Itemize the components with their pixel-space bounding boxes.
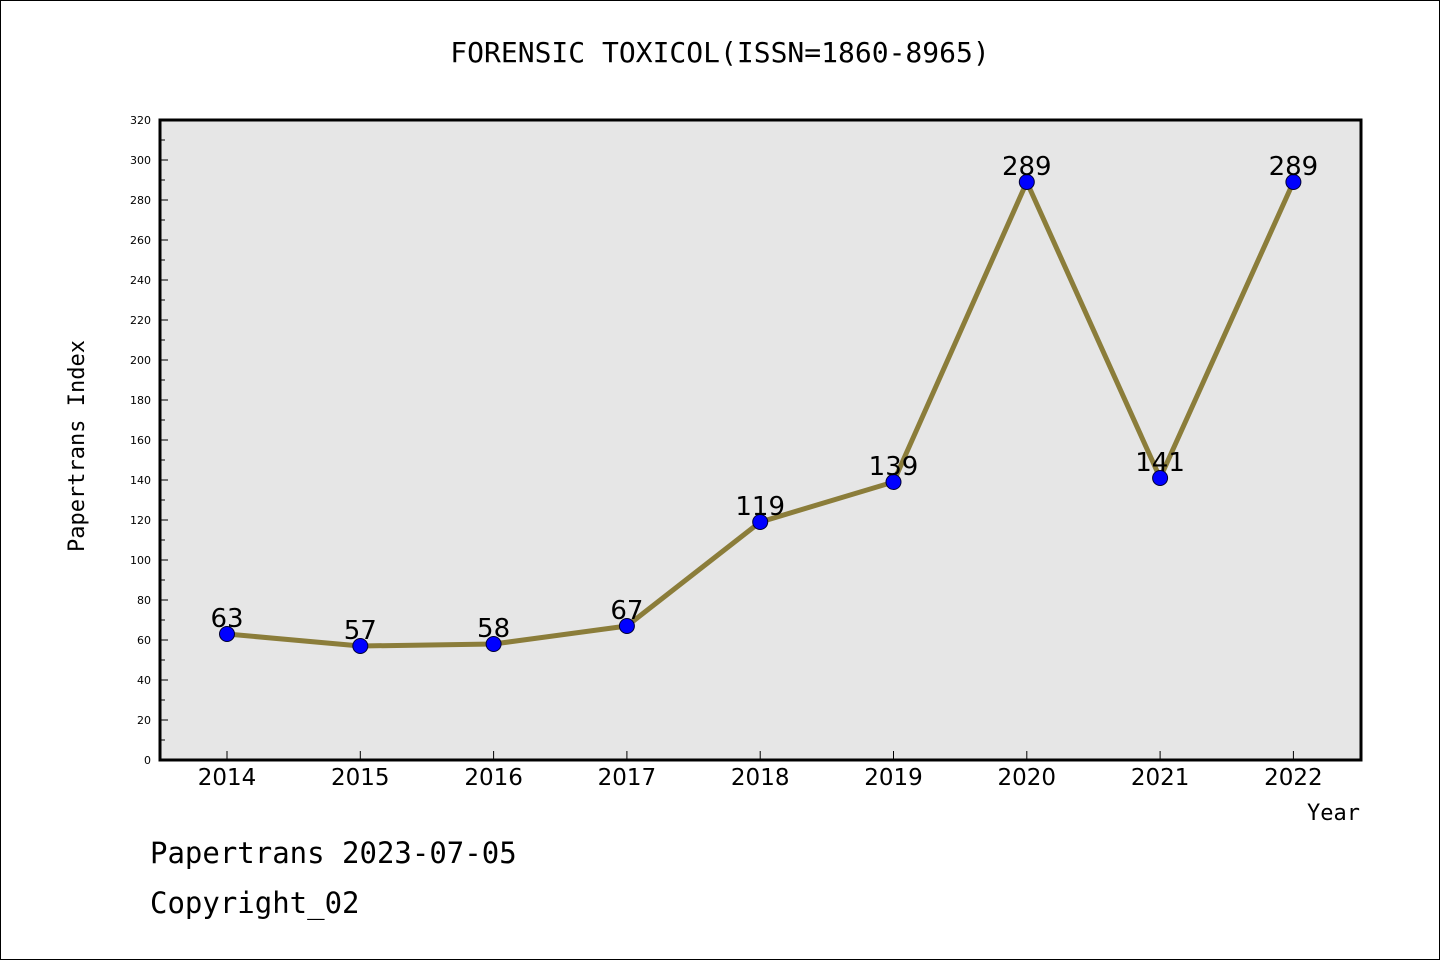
- x-tick-label: 2018: [731, 765, 790, 791]
- data-point-marker: [752, 514, 769, 530]
- y-tick-label: 240: [130, 274, 151, 287]
- data-point-marker: [1152, 470, 1169, 486]
- data-point-marker: [618, 618, 635, 634]
- data-point-marker: [219, 626, 235, 642]
- data-label: 139: [869, 452, 919, 482]
- x-tick-label: 2015: [331, 765, 390, 791]
- x-tick-label: 2017: [598, 765, 657, 791]
- y-tick-label: 60: [137, 634, 151, 647]
- footer-copyright: Copyright_02: [150, 886, 360, 920]
- y-axis-label: Papertrans Index: [65, 340, 90, 552]
- data-label: 141: [1135, 448, 1185, 478]
- data-label: 58: [477, 614, 510, 644]
- y-tick-label: 160: [130, 434, 151, 447]
- data-point-marker: [1285, 174, 1302, 190]
- x-tick-label: 2019: [864, 765, 923, 791]
- x-tick-label: 2016: [464, 765, 523, 791]
- y-tick-label: 120: [130, 514, 151, 527]
- series-group: 63 57 58 67 119 139 289 141 289: [210, 152, 1318, 654]
- y-tick-label: 40: [137, 674, 151, 687]
- data-label: 289: [1269, 152, 1319, 182]
- x-axis-ticks: 2014 2015 2016 2017 2018 2019 2020 2021 2022: [198, 751, 1323, 791]
- y-tick-label: 220: [130, 314, 151, 327]
- y-tick-label: 80: [137, 594, 151, 607]
- data-label: 119: [735, 492, 785, 522]
- chart-title: FORENSIC TOXICOL(ISSN=1860-8965): [450, 36, 990, 69]
- y-tick-label: 280: [130, 194, 151, 207]
- y-tick-label: 140: [130, 474, 151, 487]
- y-tick-label: 0: [144, 754, 151, 767]
- y-tick-label: 200: [130, 354, 151, 367]
- data-label: 63: [210, 604, 243, 634]
- data-point-marker: [485, 636, 502, 652]
- y-tick-label: 180: [130, 394, 151, 407]
- data-point-marker: [1018, 174, 1035, 190]
- y-axis-ticks: 0 20 40 60 80 100 120 140 160 180 200 220 240 260 280 3…: [130, 114, 168, 767]
- footer-source-date: Papertrans 2023-07-05: [150, 836, 517, 870]
- y-tick-label: 320: [130, 114, 151, 127]
- x-tick-label: 2014: [198, 765, 257, 791]
- data-point-marker: [352, 638, 369, 654]
- x-tick-label: 2022: [1264, 765, 1323, 791]
- plot-area: [158, 118, 1363, 762]
- x-tick-label: 2021: [1131, 765, 1190, 791]
- data-label: 289: [1002, 152, 1052, 182]
- y-tick-label: 20: [137, 714, 151, 727]
- data-point-marker: [885, 474, 902, 490]
- y-tick-label: 100: [130, 554, 151, 567]
- data-label: 67: [610, 596, 643, 626]
- x-axis-label: Year: [1307, 801, 1360, 826]
- x-tick-label: 2020: [998, 765, 1057, 791]
- data-label: 57: [344, 616, 377, 646]
- y-tick-label: 260: [130, 234, 151, 247]
- y-tick-label: 300: [130, 154, 151, 167]
